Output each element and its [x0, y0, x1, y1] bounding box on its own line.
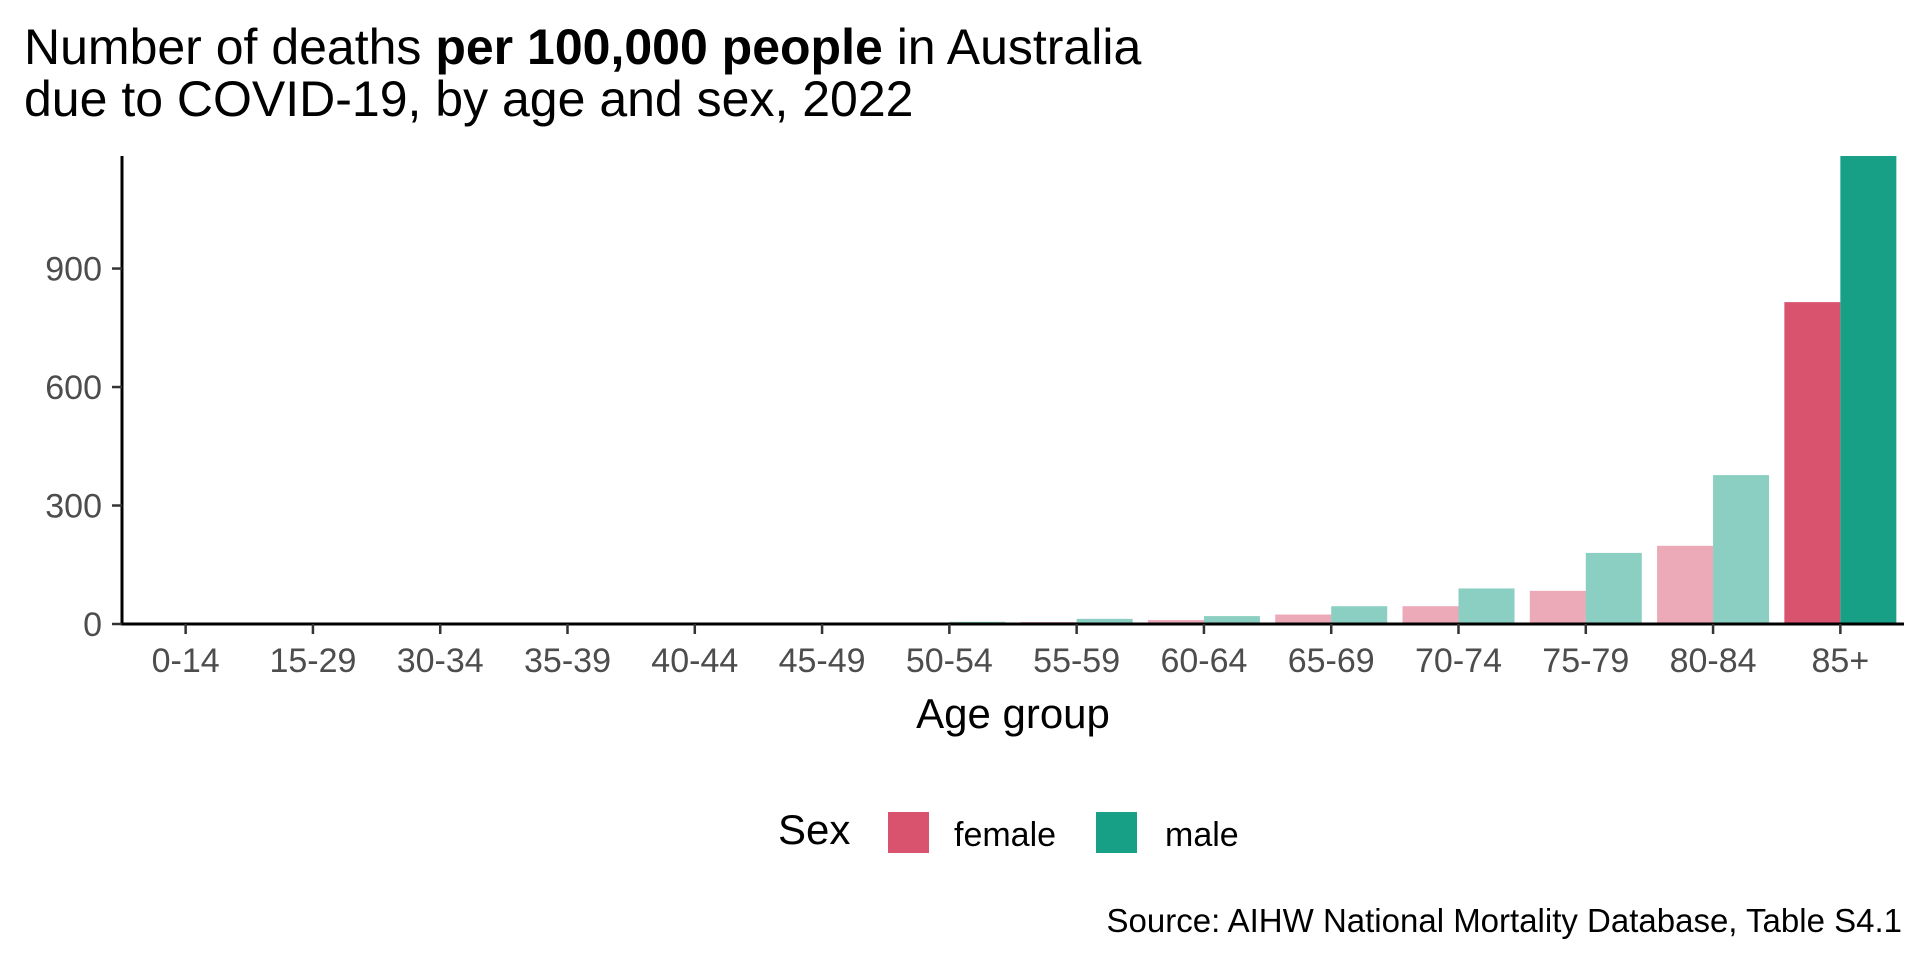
x-axis-title: Age group [916, 690, 1110, 737]
legend-swatch-male [1096, 812, 1137, 853]
source-caption: Source: AIHW National Mortality Database… [1107, 902, 1902, 939]
legend-swatch-female [888, 812, 929, 853]
legend-label-female: female [954, 816, 1056, 854]
bars-layer [129, 156, 1897, 624]
legend-title: Sex [778, 806, 850, 853]
bar-male-75-79 [1585, 552, 1642, 624]
legend: Sex female male [778, 806, 1239, 854]
bar-male-60-64 [1203, 616, 1260, 624]
bar-male-55-59 [1076, 618, 1133, 624]
x-tick-label: 80-84 [1670, 642, 1757, 680]
x-tick-label: 60-64 [1160, 642, 1247, 680]
bar-female-70-74 [1402, 606, 1459, 624]
legend-label-male: male [1165, 816, 1239, 854]
x-tick-label: 70-74 [1415, 642, 1502, 680]
x-tick-label: 15-29 [269, 642, 356, 680]
x-tick-label: 55-59 [1033, 642, 1120, 680]
y-tick-label: 900 [45, 251, 102, 289]
y-tick-label: 600 [45, 369, 102, 407]
bar-male-70-74 [1458, 588, 1515, 624]
x-tick-label: 65-69 [1288, 642, 1375, 680]
x-tick-label: 30-34 [397, 642, 484, 680]
bar-male-85+ [1840, 156, 1897, 624]
x-tick-label: 35-39 [524, 642, 611, 680]
x-tick-label: 45-49 [779, 642, 866, 680]
bar-female-80-84 [1657, 545, 1714, 624]
title-prefix: Number of deaths [24, 19, 435, 75]
bar-female-60-64 [1147, 620, 1204, 624]
bar-female-85+ [1784, 302, 1841, 624]
bar-female-65-69 [1275, 614, 1332, 624]
y-ticks: 0 300 600 900 [45, 251, 122, 644]
y-tick-label: 300 [45, 488, 102, 526]
title-suffix: in Australia [883, 19, 1142, 75]
axis-layer [120, 156, 1904, 626]
x-tick-label: 85+ [1812, 642, 1870, 680]
x-tick-label: 40-44 [651, 642, 738, 680]
chart-title-line-2: due to COVID-19, by age and sex, 2022 [24, 71, 913, 127]
bar-male-80-84 [1713, 475, 1770, 624]
x-tick-label: 50-54 [906, 642, 993, 680]
x-tick-label: 0-14 [152, 642, 220, 680]
title-bold: per 100,000 people [435, 19, 882, 75]
chart-title-line-1: Number of deaths per 100,000 people in A… [24, 19, 1141, 75]
x-tick-label: 75-79 [1542, 642, 1629, 680]
y-tick-label: 0 [83, 606, 102, 644]
bar-female-75-79 [1529, 590, 1586, 624]
bar-male-65-69 [1331, 606, 1388, 624]
x-ticks: 0-14 15-29 30-34 35-39 40-44 45-49 50-54 55-59 6… [152, 624, 1870, 680]
